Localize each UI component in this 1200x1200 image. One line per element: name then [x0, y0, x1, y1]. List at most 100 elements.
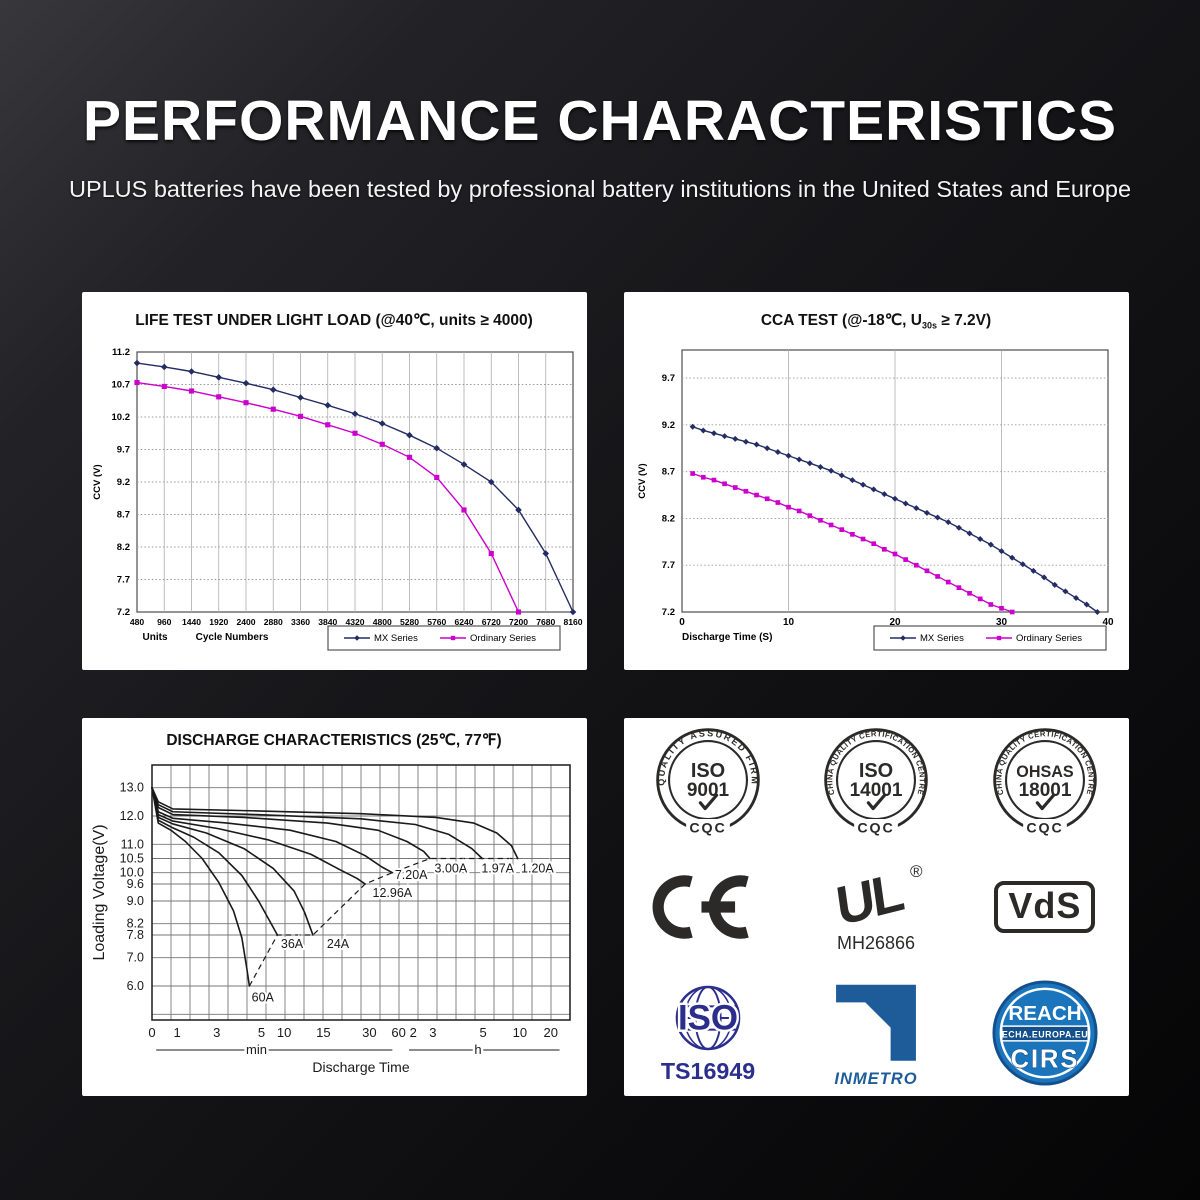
svg-text:9.2: 9.2 [662, 420, 675, 431]
plot-area [681, 349, 1109, 613]
svg-text:5280: 5280 [400, 617, 419, 627]
svg-text:7.7: 7.7 [117, 575, 130, 586]
svg-text:8.7: 8.7 [117, 510, 130, 521]
certifications-panel: QUALITY ASSURED FIRM ISO 9001 CQC CHINA … [624, 718, 1129, 1096]
svg-text:6.0: 6.0 [127, 979, 144, 993]
svg-text:9.7: 9.7 [662, 373, 675, 384]
ul-logo: UL ® MH26866 [833, 861, 923, 953]
svg-text:1.20A: 1.20A [521, 861, 554, 875]
svg-text:MX Series: MX Series [920, 633, 964, 644]
svg-text:Discharge Time (S): Discharge Time (S) [682, 632, 772, 643]
svg-text:8.2: 8.2 [127, 917, 144, 931]
discharge-characteristics-panel: DISCHARGE CHARACTERISTICS (25℃, 77℉) 13.0… [82, 718, 587, 1096]
svg-text:1920: 1920 [209, 617, 228, 627]
chart-title: CCA TEST (@-18℃, U30s ≥ 7.2V) [761, 312, 991, 331]
page-header: PERFORMANCE CHARACTERISTICS UPLUS batter… [0, 0, 1200, 203]
svg-text:Discharge Time: Discharge Time [312, 1059, 409, 1075]
series-ordinary-series [134, 379, 522, 615]
svg-text:Loading Voltage(V): Loading Voltage(V) [91, 824, 108, 960]
iso-9001-logo: QUALITY ASSURED FIRM ISO 9001 CQC [656, 728, 760, 836]
svg-text:CIRS: CIRS [1010, 1045, 1079, 1073]
svg-text:7.2: 7.2 [662, 607, 675, 618]
iso-ts16949-logo: ISO TS16949 [661, 985, 755, 1084]
ce-mark-logo [652, 875, 749, 939]
curve-24a: 24A [151, 786, 352, 953]
svg-text:6240: 6240 [454, 617, 473, 627]
svg-text:8160: 8160 [563, 617, 582, 627]
svg-text:2400: 2400 [236, 617, 255, 627]
svg-text:7.7: 7.7 [662, 560, 675, 571]
page-title: PERFORMANCE CHARACTERISTICS [82, 89, 1118, 153]
curve-3.00a: 3.00A [151, 786, 470, 877]
svg-text:ISO: ISO [678, 999, 738, 1038]
chart-title: LIFE TEST UNDER LIGHT LOAD (@40℃, units … [135, 312, 533, 329]
plot-area [136, 351, 574, 613]
svg-text:9.0: 9.0 [127, 894, 144, 908]
inmetro-logo-cell: INMETRO [821, 977, 931, 1089]
svg-text:CQC: CQC [858, 820, 895, 836]
curve-1.20a: 1.20A [151, 786, 556, 877]
svg-text:4800: 4800 [373, 617, 392, 627]
chart-legend: MX Series Ordinary Series [873, 625, 1107, 651]
ce-mark-logo-cell [638, 869, 778, 945]
life-test-panel: LIFE TEST UNDER LIGHT LOAD (@40℃, units … [82, 292, 587, 670]
inmetro-logo: INMETRO [835, 984, 917, 1088]
svg-text:18001: 18001 [1018, 780, 1071, 801]
svg-text:ISO: ISO [859, 760, 893, 782]
svg-text:DISCHARGE CHARACTERISTICS (25℃: DISCHARGE CHARACTERISTICS (25℃, 77℉) [166, 732, 501, 749]
cca-test-chart: CCA TEST (@-18℃, U30s ≥ 7.2V) 9.7 9.2 8.7 8.… [637, 312, 1114, 651]
chart-title: DISCHARGE CHARACTERISTICS (25℃, 77℉) [166, 732, 501, 749]
svg-text:CQC: CQC [689, 820, 726, 836]
svg-text:1440: 1440 [182, 617, 201, 627]
discharge-curves: 1.20A 1.97A 3.00A 7.20A 12.96A 24A 36A 60A [151, 786, 556, 1006]
curve-1.97a: 1.97A [151, 786, 517, 877]
iso-9001-logo-cell: QUALITY ASSURED FIRM ISO 9001 CQC [651, 723, 765, 839]
svg-text:10: 10 [783, 617, 795, 628]
svg-text:3840: 3840 [318, 617, 337, 627]
svg-text:LIFE TEST UNDER LIGHT LOAD (@4: LIFE TEST UNDER LIGHT LOAD (@40℃, units … [135, 312, 533, 329]
svg-text:Ordinary Series: Ordinary Series [470, 633, 536, 644]
svg-text:2880: 2880 [264, 617, 283, 627]
svg-text:0: 0 [679, 617, 685, 628]
svg-text:11.0: 11.0 [121, 837, 144, 851]
svg-text:7.0: 7.0 [127, 951, 144, 965]
svg-text:3: 3 [429, 1025, 436, 1040]
svg-text:7.8: 7.8 [127, 928, 144, 942]
svg-text:15: 15 [316, 1025, 330, 1040]
svg-text:7200: 7200 [509, 617, 528, 627]
svg-text:3: 3 [213, 1025, 220, 1040]
svg-text:20: 20 [889, 617, 901, 628]
svg-text:480: 480 [130, 617, 145, 627]
certification-grid: QUALITY ASSURED FIRM ISO 9001 CQC CHINA … [624, 718, 1129, 1096]
svg-text:7.20A: 7.20A [395, 868, 428, 882]
svg-text:10: 10 [513, 1025, 527, 1040]
svg-text:REACH: REACH [1008, 1002, 1081, 1025]
svg-text:MH26866: MH26866 [837, 933, 915, 953]
ohsas-18001-logo: CHINA QUALITY CERTIFICATION CENTRE OHSAS… [993, 728, 1097, 836]
iso-ts16949-logo-cell: ISO TS16949 [645, 977, 771, 1089]
svg-text:ISO: ISO [691, 760, 725, 782]
svg-text:CQC: CQC [1026, 820, 1063, 836]
svg-text:36A: 36A [281, 937, 304, 951]
svg-text:8.2: 8.2 [662, 513, 675, 524]
svg-text:9001: 9001 [687, 780, 730, 801]
svg-text:TS16949: TS16949 [661, 1058, 755, 1084]
iso-14001-logo-cell: CHINA QUALITY CERTIFICATION CENTRE ISO 1… [819, 723, 933, 839]
svg-text:10.5: 10.5 [120, 852, 144, 866]
svg-text:Units: Units [143, 632, 168, 643]
svg-text:®: ® [910, 862, 923, 881]
vds-logo-cell: VdS [994, 881, 1096, 933]
svg-text:30: 30 [362, 1025, 376, 1040]
svg-text:MX Series: MX Series [374, 633, 418, 644]
svg-text:min: min [246, 1042, 267, 1057]
svg-text:13.0: 13.0 [120, 781, 144, 795]
svg-text:UL: UL [833, 861, 907, 937]
svg-text:1: 1 [173, 1025, 180, 1040]
chart-legend: MX Series Ordinary Series [327, 625, 561, 651]
svg-text:6720: 6720 [482, 617, 501, 627]
curve-36a: 36A [151, 786, 306, 953]
svg-text:12.0: 12.0 [120, 809, 144, 823]
series-ordinary-series [690, 471, 1015, 615]
svg-text:4320: 4320 [345, 617, 364, 627]
svg-text:10.7: 10.7 [112, 380, 131, 391]
